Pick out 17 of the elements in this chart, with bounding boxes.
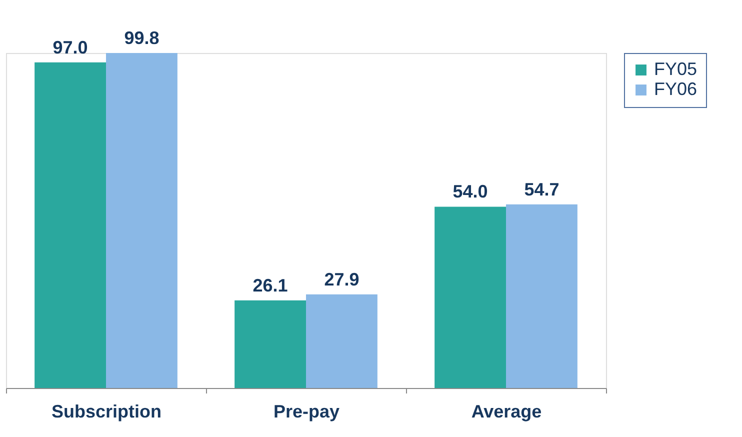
- data-label: 54.0: [452, 182, 488, 202]
- bar: [306, 294, 378, 388]
- bar: [506, 204, 578, 388]
- data-label: 27.9: [324, 269, 360, 290]
- x-tick-label: Subscription: [51, 402, 162, 422]
- data-label: 99.8: [124, 28, 160, 48]
- bar: [34, 62, 106, 388]
- legend-label: FY05: [654, 59, 698, 79]
- bar: [234, 300, 306, 388]
- bar: [106, 53, 178, 388]
- legend-label: FY06: [654, 79, 698, 99]
- bar: [434, 206, 506, 388]
- data-label: 26.1: [252, 275, 288, 296]
- data-label: 97.0: [52, 37, 88, 58]
- x-tick-label: Average: [471, 402, 542, 422]
- data-label: 54.7: [524, 179, 560, 200]
- x-tick-label: Pre-pay: [273, 402, 340, 422]
